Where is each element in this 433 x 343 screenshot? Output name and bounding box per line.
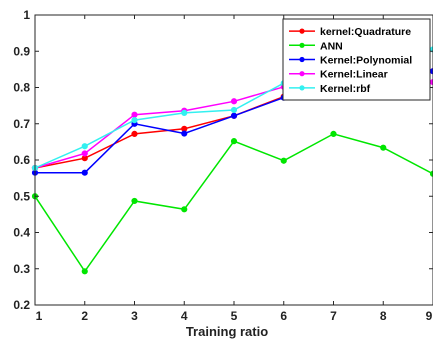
x-tick-label: 3 (131, 309, 138, 323)
tick-layer: 1 2 3 4 5 6 7 8 9 0.2 0.3 0.4 0.5 0.6 0.7 0.8 0.9 1 (13, 8, 433, 323)
y-tick-label: 0.4 (13, 226, 30, 240)
x-tick-label: 6 (280, 309, 287, 323)
series-4-point (131, 117, 138, 124)
x-tick-label: 9 (426, 309, 433, 323)
series-1-point (380, 144, 387, 151)
series-4-point (230, 106, 238, 114)
legend-label-0: kernel:Quadrature (320, 26, 411, 38)
y-tick-label: 0.8 (13, 81, 30, 95)
series-3-point (230, 98, 238, 105)
y-tick-label: 0.2 (13, 298, 30, 312)
legend-marker-4 (299, 85, 305, 91)
series-1-point (330, 130, 337, 137)
x-axis-title: Training ratio (186, 324, 268, 339)
y-tick-label: 0.3 (13, 262, 30, 276)
y-tick-label: 0.7 (13, 117, 30, 131)
legend-marker-3 (299, 71, 305, 77)
legend-marker-2 (299, 56, 305, 63)
series-1-point (81, 268, 88, 275)
series-4-point (81, 143, 88, 150)
x-tick-label: 7 (330, 309, 337, 323)
series-1-point (280, 157, 287, 164)
x-tick-label: 5 (231, 309, 238, 323)
y-tick-label: 0.5 (13, 189, 30, 203)
legend-label-3: Kernel:Linear (320, 69, 388, 81)
legend-label-4: Kernel:rbf (320, 83, 371, 95)
series-3-point (81, 150, 88, 157)
x-tick-label: 1 (36, 309, 43, 323)
y-tick-label: 1 (23, 8, 30, 22)
series-1-point (131, 197, 138, 205)
legend-label-1: ANN (320, 40, 343, 52)
x-tick-label: 8 (380, 309, 387, 323)
series-2-point (230, 112, 238, 119)
series-2-point (81, 169, 88, 176)
legend-label-2: Kernel:Polynomial (320, 55, 412, 67)
y-tick-label: 0.9 (13, 44, 30, 58)
series-1-point (230, 138, 238, 145)
series-4-point (181, 109, 188, 116)
series-0-point (131, 130, 138, 137)
series-1-point (181, 206, 188, 213)
legend-marker-0 (299, 28, 305, 34)
x-tick-label: 4 (181, 309, 188, 323)
series-3-point (131, 111, 138, 118)
y-tick-label: 0.6 (13, 153, 30, 167)
legend-marker-1 (299, 42, 305, 48)
series-2-point (181, 130, 188, 137)
legend: kernel:Quadrature ANN Kernel:Polynomial Ker… (282, 18, 431, 101)
x-tick-label: 2 (81, 309, 88, 323)
